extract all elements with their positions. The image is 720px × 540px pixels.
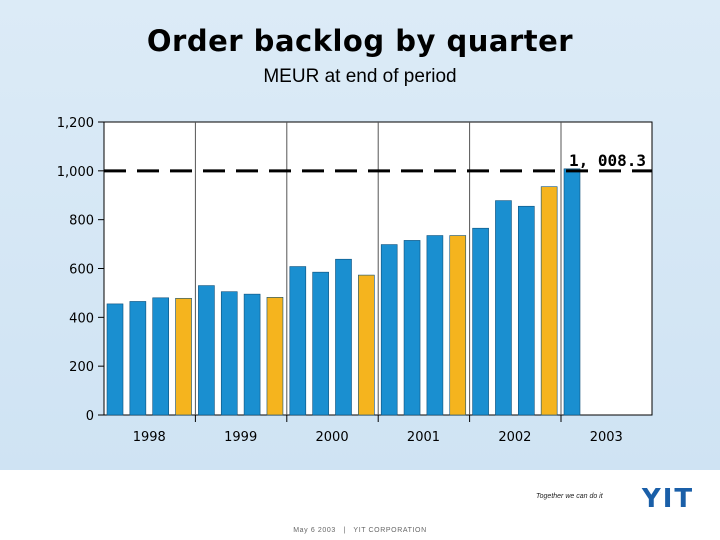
bar — [472, 227, 489, 416]
bar — [198, 285, 215, 416]
bar — [289, 266, 307, 416]
bar — [335, 258, 352, 416]
bar — [358, 274, 375, 416]
bar — [449, 235, 467, 416]
page-subtitle: MEUR at end of period — [263, 66, 457, 87]
x-tick-label: 1998 — [133, 430, 166, 445]
footer: May 6 2003 | YIT CORPORATION — [0, 527, 720, 534]
y-tick-label: 1,000 — [57, 165, 94, 180]
bar — [266, 297, 284, 416]
bar — [243, 293, 261, 416]
footer-separator: | — [343, 527, 346, 534]
bar — [403, 240, 421, 416]
y-tick-label: 800 — [69, 214, 94, 229]
bar — [517, 205, 535, 416]
bar — [175, 297, 192, 416]
x-tick-label: 2002 — [498, 430, 531, 445]
x-tick-label: 2000 — [316, 430, 349, 445]
footer-date: May 6 2003 — [293, 527, 336, 534]
bar — [380, 244, 398, 416]
tagline: Together we can do it — [536, 493, 603, 500]
bar — [220, 291, 238, 416]
bar — [106, 303, 124, 416]
bar — [495, 200, 512, 416]
y-tick-label: 200 — [69, 360, 94, 375]
bar — [540, 186, 558, 416]
bar — [563, 168, 581, 416]
y-tick-label: 400 — [69, 311, 94, 326]
bar — [312, 271, 329, 416]
x-tick-label: 2003 — [590, 430, 623, 445]
bar — [129, 301, 147, 416]
bar — [152, 297, 169, 416]
y-tick-label: 600 — [69, 263, 94, 278]
y-tick-label: 0 — [86, 409, 94, 424]
bar — [426, 235, 444, 416]
y-tick-label: 1,200 — [57, 116, 94, 131]
bar-chart: 0 200 400 600 800 1,000 1,200 1998 1999 2000 2001… — [57, 116, 653, 445]
x-tick-label: 2001 — [407, 430, 440, 445]
footer-company: YIT CORPORATION — [353, 527, 427, 534]
reference-label: 1, 008.3 — [569, 151, 646, 170]
page-title: Order backlog by quarter — [146, 24, 574, 58]
x-tick-label: 1999 — [224, 430, 257, 445]
yit-logo: YIT — [632, 484, 704, 510]
logo-text: YIT — [641, 484, 694, 510]
